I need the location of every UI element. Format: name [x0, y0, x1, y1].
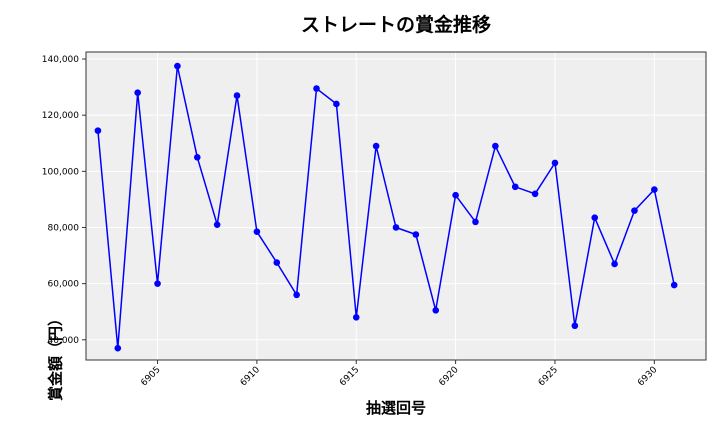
data-point — [631, 207, 638, 214]
y-tick-label: 140,000 — [42, 55, 79, 65]
data-point — [392, 224, 400, 231]
data-series — [94, 62, 678, 352]
data-point — [452, 191, 459, 199]
y-tick-label: 80,000 — [48, 223, 80, 233]
data-point — [412, 231, 420, 238]
x-axis-label: 抽選回号 — [365, 399, 426, 417]
plot-area — [86, 52, 706, 360]
data-point — [273, 259, 281, 266]
data-point — [551, 159, 559, 167]
data-point — [372, 142, 380, 150]
data-point — [253, 228, 261, 235]
data-point — [114, 344, 122, 352]
data-point — [651, 186, 658, 193]
data-point — [432, 307, 440, 314]
data-point — [174, 62, 181, 70]
data-point — [233, 92, 241, 99]
data-point — [472, 218, 479, 226]
y-tick-label: 60,000 — [48, 280, 80, 290]
data-point — [134, 89, 141, 97]
data-point — [511, 183, 519, 191]
data-point — [591, 214, 599, 221]
data-point — [571, 322, 579, 330]
data-point — [333, 100, 340, 108]
data-point — [293, 291, 300, 299]
data-point — [213, 221, 221, 228]
y-tick-label: 40,000 — [48, 336, 80, 346]
x-tick-label: 6905 — [139, 365, 162, 388]
data-point — [531, 190, 539, 198]
y-axis-ticks: 40,000 60,000 80,000 100,000 120,000 140,000 — [42, 55, 86, 346]
x-tick-label: 6920 — [437, 365, 460, 388]
y-tick-label: 100,000 — [42, 167, 79, 177]
data-point — [611, 260, 618, 268]
plot-frame — [85, 51, 707, 361]
chart-title: ストレートの賞金推移 — [300, 14, 491, 36]
x-axis-ticks: 6905 6910 6915 6920 6925 6930 — [139, 360, 660, 388]
data-point — [492, 142, 499, 150]
data-point — [313, 85, 320, 92]
x-tick-label: 6910 — [239, 365, 262, 388]
data-point — [193, 153, 201, 161]
y-tick-label: 120,000 — [42, 111, 79, 121]
x-tick-label: 6930 — [636, 365, 659, 388]
gridlines — [86, 52, 706, 360]
data-point — [154, 280, 161, 287]
data-point — [94, 127, 102, 134]
data-point — [670, 281, 678, 289]
x-tick-label: 6915 — [338, 365, 361, 388]
series-line — [97, 65, 675, 349]
x-tick-label: 6925 — [537, 365, 560, 388]
data-point — [352, 314, 360, 321]
